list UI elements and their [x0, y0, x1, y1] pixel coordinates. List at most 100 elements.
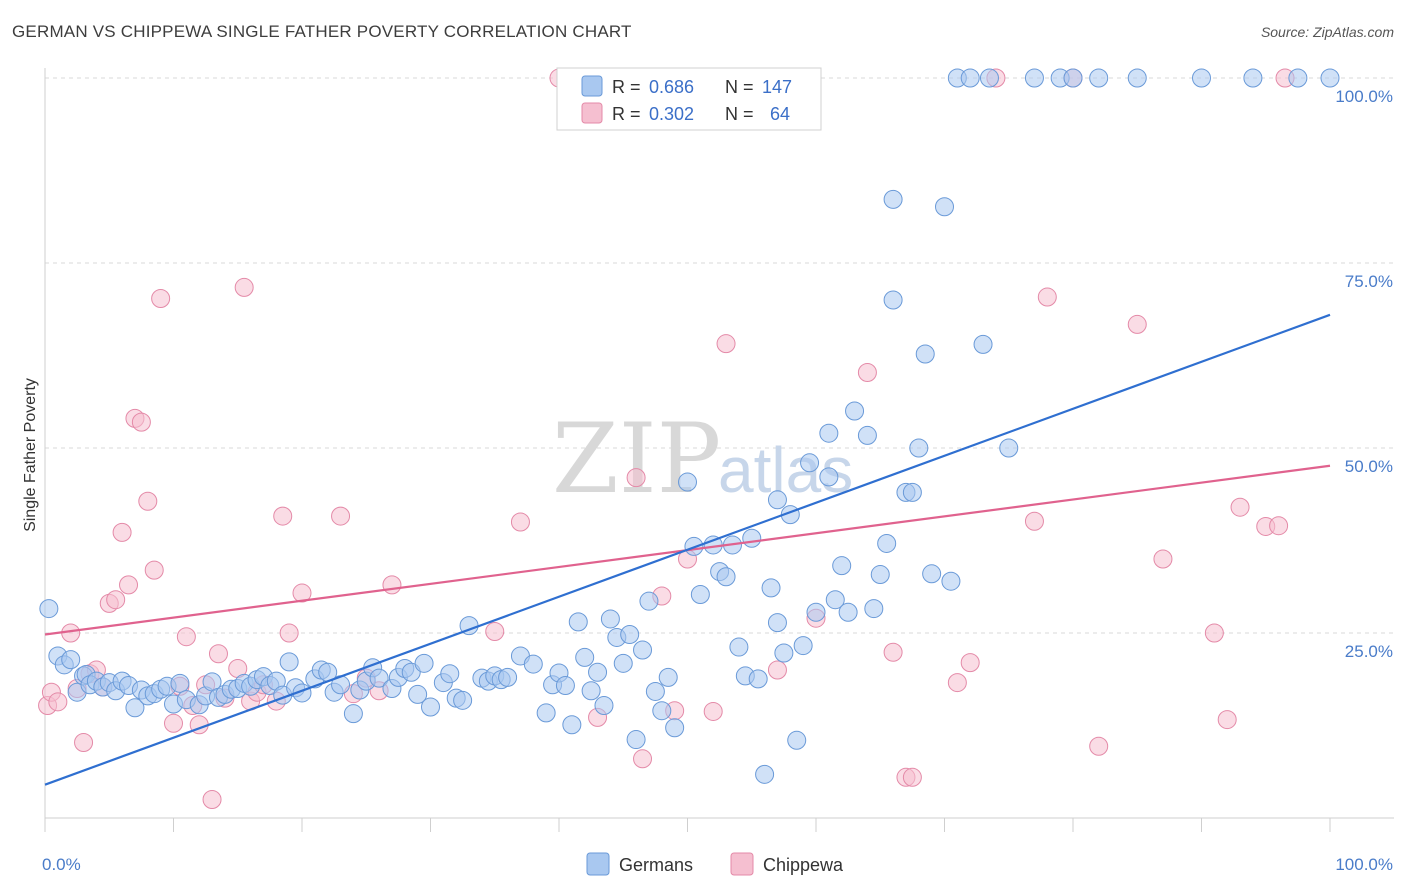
germans-point [755, 764, 775, 784]
chippewa-point [48, 692, 68, 712]
x-tick-label: 0.0% [42, 855, 81, 874]
germans-point [581, 681, 601, 701]
germans-point [652, 701, 672, 721]
chippewa-point [633, 749, 653, 769]
germans-point [761, 578, 781, 598]
chippewa-point [1204, 623, 1224, 643]
germans-point [729, 637, 749, 657]
chippewa-point [151, 289, 171, 309]
germans-point [1243, 68, 1263, 88]
watermark-zip: ZIP [552, 403, 721, 515]
germans-point [742, 528, 762, 548]
germans-point [536, 703, 556, 723]
chippewa-point [1217, 710, 1237, 730]
chippewa-point [857, 363, 877, 383]
germans-point [633, 640, 653, 660]
legend-swatch-chippewa [581, 102, 603, 124]
germans-point [523, 654, 543, 674]
chippewa-point [208, 644, 228, 664]
chippewa-point [1230, 497, 1250, 517]
germans-point [39, 599, 59, 619]
chippewa-point [883, 642, 903, 662]
germans-point [877, 533, 897, 553]
y-tick-label: 50.0% [1345, 457, 1393, 476]
legend-r-label-chippewa: R = [612, 104, 641, 124]
germans-point [408, 684, 428, 704]
germans-point [922, 564, 942, 584]
germans-point [909, 438, 929, 458]
trend-lines [44, 313, 1331, 786]
chippewa-point [106, 590, 126, 610]
germans-point [748, 669, 768, 689]
chippewa-point [1153, 549, 1173, 569]
legend-r-value-chippewa: 0.302 [649, 104, 694, 124]
germans-point [767, 613, 787, 633]
germans-point [941, 571, 961, 591]
germans-point [600, 609, 620, 629]
chippewa-point [273, 506, 293, 526]
germans-point [645, 681, 665, 701]
germans-point [665, 718, 685, 738]
chippewa-point [138, 491, 158, 511]
chippewa-point [164, 713, 183, 733]
chippewa-point [331, 506, 351, 526]
bottom-legend-swatch-germans [586, 852, 610, 876]
chippewa-point [1089, 736, 1109, 756]
germans-point [613, 653, 633, 673]
germans-point [498, 667, 518, 687]
germans-point [658, 667, 678, 687]
germans-point [767, 490, 787, 510]
germans-point [838, 602, 858, 622]
chippewa-point [112, 522, 132, 542]
chippewa-point [902, 767, 922, 787]
bottom-legend-germans: Germans [619, 855, 693, 875]
chippewa-point [279, 623, 299, 643]
germans-point [575, 647, 595, 667]
germans-point [170, 673, 190, 693]
chippewa-point [510, 512, 530, 532]
germans-point [1024, 68, 1044, 88]
chippewa-point [703, 701, 723, 721]
germans-point [819, 467, 839, 487]
legend-n-value-chippewa: 64 [770, 104, 790, 124]
germans-trend-line [44, 313, 1331, 786]
germans-point [678, 472, 697, 492]
bottom-legend-swatch-chippewa [730, 852, 754, 876]
germans-point [825, 590, 845, 610]
germans-point [588, 662, 608, 682]
germans-point [716, 567, 736, 587]
chippewa-point [234, 277, 254, 297]
germans-point [845, 401, 865, 421]
chippewa-point [767, 660, 787, 680]
germans-point [555, 676, 575, 696]
chippewa-point [960, 653, 980, 673]
germans-point [690, 585, 710, 605]
y-tick-label: 25.0% [1345, 642, 1393, 661]
legend-r-label-germans: R = [612, 77, 641, 97]
legend-n-label-germans: N = [725, 77, 754, 97]
germans-point [883, 189, 903, 209]
germans-point [453, 690, 473, 710]
x-tick-label: 100.0% [1335, 855, 1393, 874]
chippewa-point [176, 627, 196, 647]
germans-point [870, 565, 890, 585]
germans-point [620, 624, 640, 644]
germans-point [414, 653, 434, 673]
chippewa-point [119, 575, 139, 595]
chippewa-point [947, 673, 967, 693]
germans-point [1320, 68, 1340, 88]
legend-n-label-chippewa: N = [725, 104, 754, 124]
legend-n-value-germans: 147 [762, 77, 792, 97]
germans-point [800, 453, 820, 473]
chippewa-point [74, 733, 94, 753]
tick-labels: 25.0% 50.0% 75.0% 100.0% 0.0% 100.0% [42, 87, 1393, 874]
chippewa-point [1269, 516, 1289, 536]
germans-point [973, 334, 993, 354]
germans-point [626, 730, 646, 750]
germans-point [639, 591, 659, 611]
germans-point [857, 425, 877, 445]
germans-point [774, 643, 794, 663]
germans-point [902, 482, 922, 502]
germans-point [343, 704, 363, 724]
